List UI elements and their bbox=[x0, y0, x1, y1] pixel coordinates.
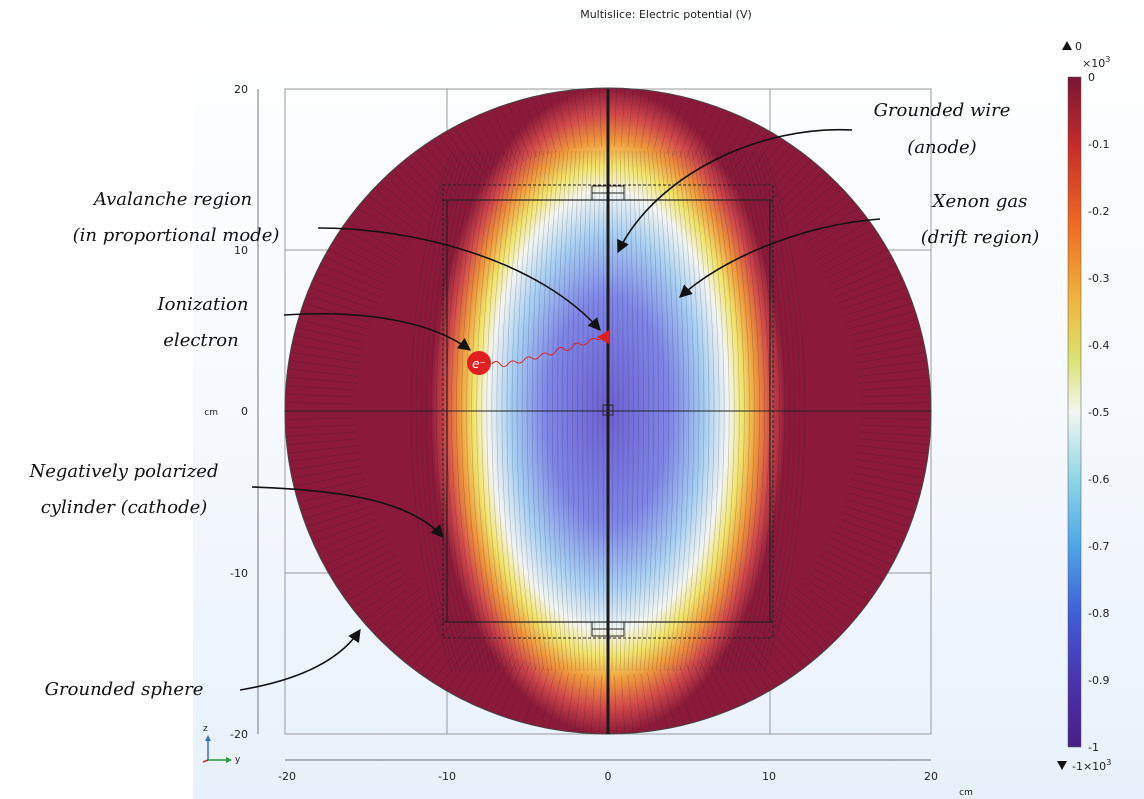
annotation-text: Ionization bbox=[157, 294, 249, 315]
annotation-arrow bbox=[617, 128, 853, 254]
colorbar-tick-label: 0 bbox=[1088, 71, 1095, 84]
y-tick-label: 20 bbox=[234, 83, 248, 96]
x-unit-label: cm bbox=[959, 788, 973, 798]
x-tick-label: 0 bbox=[605, 770, 612, 783]
colorbar-max-arrow-icon bbox=[1062, 41, 1072, 50]
x-tick-label: 10 bbox=[762, 770, 776, 783]
y-tick-label: 0 bbox=[241, 405, 248, 418]
colorbar-max-label: 0 bbox=[1075, 40, 1082, 53]
x-tick-label: -20 bbox=[278, 770, 296, 783]
annotation-cathode: Negatively polarized cylinder (cathode) bbox=[29, 461, 444, 538]
annotation-arrow bbox=[283, 313, 472, 351]
annotation-text: Xenon gas bbox=[931, 191, 1028, 212]
annotation-arrow bbox=[239, 628, 361, 691]
annotation-arrow bbox=[679, 218, 881, 298]
colorbar-min-label: -1×103 bbox=[1072, 758, 1111, 773]
colorbar: 0 ×103 0 -0.1 -0.2 -0.3 -0.4 -0.5 -0.6 -… bbox=[1057, 40, 1111, 773]
colorbar-tick-label: -0.2 bbox=[1088, 205, 1109, 218]
annotation-text: Negatively polarized bbox=[29, 461, 219, 482]
x-axis-ticks: -20 -10 0 10 20 cm bbox=[278, 770, 973, 798]
annotation-text: (drift region) bbox=[921, 227, 1040, 248]
colorbar-tick-label: -1 bbox=[1088, 741, 1099, 754]
annotation-ionization: Ionization electron bbox=[157, 294, 472, 351]
annotation-text: cylinder (cathode) bbox=[41, 497, 208, 518]
annotation-text: (anode) bbox=[907, 137, 976, 158]
annotation-xenon: Xenon gas (drift region) bbox=[679, 191, 1040, 298]
y-tick-label: -10 bbox=[230, 567, 248, 580]
y-tick-label: 10 bbox=[234, 244, 248, 257]
avalanche-marker bbox=[597, 330, 609, 344]
annotation-text: Grounded sphere bbox=[45, 679, 204, 700]
annotation-arrow bbox=[317, 227, 601, 331]
plot-title: Multislice: Electric potential (V) bbox=[580, 8, 752, 21]
annotation-sphere: Grounded sphere bbox=[45, 628, 361, 700]
colorbar-tick-label: -0.3 bbox=[1088, 272, 1109, 285]
x-tick-label: 20 bbox=[924, 770, 938, 783]
y-unit-label: cm bbox=[204, 408, 218, 418]
x-tick-label: -10 bbox=[438, 770, 456, 783]
y-tick-label: -20 bbox=[230, 728, 248, 741]
ionization-electron: e⁻ bbox=[467, 335, 605, 375]
colorbar-tick-label: -0.6 bbox=[1088, 473, 1109, 486]
anode-wire bbox=[602, 89, 614, 734]
annotation-arrow bbox=[251, 486, 444, 538]
colorbar-min-arrow-icon bbox=[1057, 761, 1067, 770]
colorbar-tick-label: -0.7 bbox=[1088, 540, 1109, 553]
colorbar-tick-label: -0.5 bbox=[1088, 406, 1109, 419]
annotation-grounded-wire: Grounded wire (anode) bbox=[617, 100, 1011, 254]
electron-symbol: e⁻ bbox=[472, 357, 486, 371]
colorbar-tick-label: -0.8 bbox=[1088, 607, 1109, 620]
triad-y-label: y bbox=[235, 755, 241, 765]
annotation-text: (in proportional mode) bbox=[73, 225, 280, 246]
colorbar-scale-label: ×103 bbox=[1082, 55, 1110, 70]
colorbar-tick-label: -0.4 bbox=[1088, 339, 1109, 352]
colorbar-gradient bbox=[1067, 76, 1082, 748]
colorbar-tick-label: -0.9 bbox=[1088, 674, 1109, 687]
axis-triad: z y bbox=[202, 724, 241, 765]
annotation-text: Grounded wire bbox=[874, 100, 1011, 121]
colorbar-ticks: 0 -0.1 -0.2 -0.3 -0.4 -0.5 -0.6 -0.7 -0.… bbox=[1088, 71, 1109, 754]
y-axis-ticks: 20 10 0 -10 -20 cm bbox=[204, 83, 248, 741]
annotation-avalanche: Avalanche region (in proportional mode) bbox=[73, 189, 601, 331]
annotation-text: electron bbox=[163, 330, 238, 351]
annotation-text: Avalanche region bbox=[92, 189, 252, 210]
colorbar-tick-label: -0.1 bbox=[1088, 138, 1109, 151]
triad-z-label: z bbox=[203, 724, 208, 734]
